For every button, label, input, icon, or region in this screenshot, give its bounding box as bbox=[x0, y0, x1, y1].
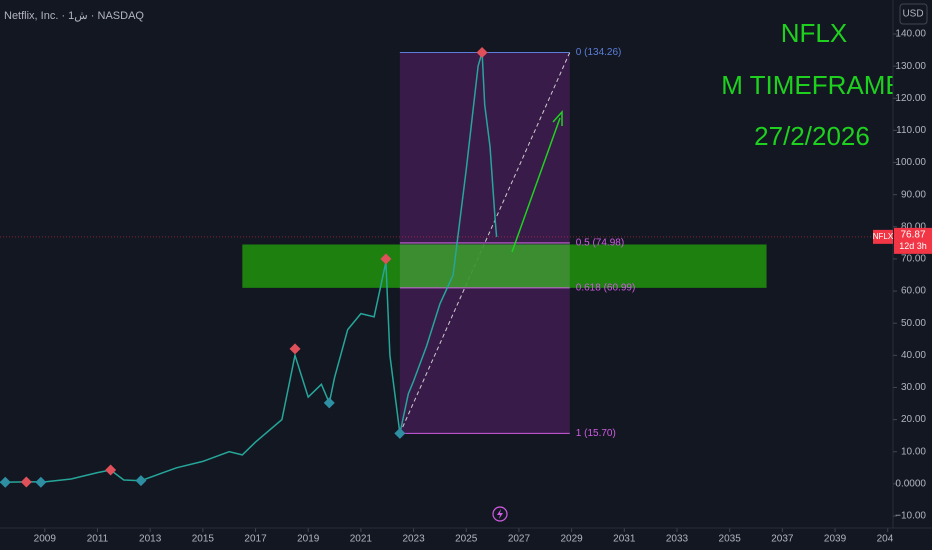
currency: USD bbox=[902, 9, 923, 20]
y-tick-label: 140.00 bbox=[895, 29, 926, 40]
x-tick-label: 2029 bbox=[561, 534, 584, 545]
fib-zone bbox=[399, 52, 570, 243]
price-axis bbox=[893, 0, 932, 550]
annotation: NFLX bbox=[781, 18, 847, 48]
y-tick-label: 10.00 bbox=[901, 446, 926, 457]
y-tick-label: 100.00 bbox=[895, 157, 926, 168]
annotation: M TIMEFRAME bbox=[721, 70, 903, 100]
fib-zone bbox=[399, 287, 570, 434]
event-icon[interactable] bbox=[492, 506, 508, 522]
symbol-tag bbox=[873, 229, 893, 244]
x-tick-label: 2017 bbox=[244, 534, 267, 545]
low-marker bbox=[135, 475, 147, 487]
fib-zone bbox=[399, 242, 570, 288]
arrow bbox=[511, 117, 561, 253]
symbol-label: NFLX bbox=[873, 232, 894, 241]
y-tick-label: 110.00 bbox=[896, 125, 926, 136]
y-tick-label: 120.00 bbox=[895, 93, 926, 104]
low-marker bbox=[0, 476, 11, 488]
support-zone bbox=[242, 244, 767, 288]
x-tick-label: 2023 bbox=[402, 534, 425, 545]
price-tag bbox=[894, 227, 932, 254]
high-marker bbox=[476, 46, 488, 58]
y-tick-label: 80.00 bbox=[901, 221, 926, 232]
x-tick-label: 2013 bbox=[139, 534, 162, 545]
x-tick-label: 2039 bbox=[824, 534, 847, 545]
y-tick-label: 90.00 bbox=[901, 189, 926, 200]
high-marker bbox=[105, 464, 117, 476]
y-tick-label: 50.00 bbox=[901, 318, 926, 329]
price-label: 76.87 bbox=[900, 229, 925, 240]
event-icon-bolt bbox=[497, 509, 503, 519]
y-tick-label: 60.00 bbox=[901, 286, 926, 297]
plot: 2009 2011 2013 2015 2017 2019 2021 2023 2025 2027… bbox=[0, 46, 900, 545]
y-tick-label: 0.0000 bbox=[895, 479, 926, 490]
high-marker bbox=[289, 343, 301, 355]
x-tick-label: 2025 bbox=[455, 534, 478, 545]
low-marker bbox=[35, 476, 47, 488]
currency-button[interactable] bbox=[899, 3, 928, 25]
high-marker bbox=[380, 253, 392, 265]
x-tick-label: 2011 bbox=[87, 534, 109, 545]
x-tick-label: 2037 bbox=[771, 534, 794, 545]
y-tick-label: 130.00 bbox=[895, 61, 926, 72]
annotation: 27/2/2026 bbox=[754, 121, 870, 151]
x-tick-label: 2019 bbox=[297, 534, 320, 545]
fib-label: 0 (134.26) bbox=[576, 47, 622, 58]
low-marker bbox=[394, 427, 406, 439]
chart-title: Netflix, Inc. · 1ش · NASDAQ bbox=[4, 10, 144, 22]
y-axis: 140.00 130.00 120.00 110.00 100.00 90.00 80.00… bbox=[893, 29, 926, 522]
price-series bbox=[0, 52, 498, 484]
y-tick-label: 40.00 bbox=[901, 350, 926, 361]
fib-label: 0.5 (74.98) bbox=[576, 238, 624, 249]
x-tick-label: 2041 bbox=[877, 534, 900, 545]
arrow-head bbox=[552, 110, 563, 126]
low-marker bbox=[323, 397, 335, 409]
x-tick-label: 2027 bbox=[508, 534, 531, 545]
countdown: 12d 3h bbox=[899, 241, 927, 251]
x-tick-label: 2009 bbox=[34, 534, 57, 545]
x-tick-label: 2015 bbox=[192, 534, 215, 545]
y-tick-label: 20.00 bbox=[901, 414, 926, 425]
x-tick-label: 2021 bbox=[350, 534, 373, 545]
high-marker bbox=[20, 476, 32, 488]
y-tick-label: 30.00 bbox=[901, 382, 926, 393]
fib-label: 0.618 (60.99) bbox=[576, 283, 636, 294]
y-tick-label: 70.00 bbox=[901, 254, 926, 265]
x-tick-label: 2033 bbox=[666, 534, 689, 545]
y-tick-label: −10.00 bbox=[895, 511, 926, 522]
x-tick-label: 2031 bbox=[613, 534, 636, 545]
fib-label: 1 (15.70) bbox=[576, 428, 616, 439]
x-tick-label: 2035 bbox=[719, 534, 742, 545]
